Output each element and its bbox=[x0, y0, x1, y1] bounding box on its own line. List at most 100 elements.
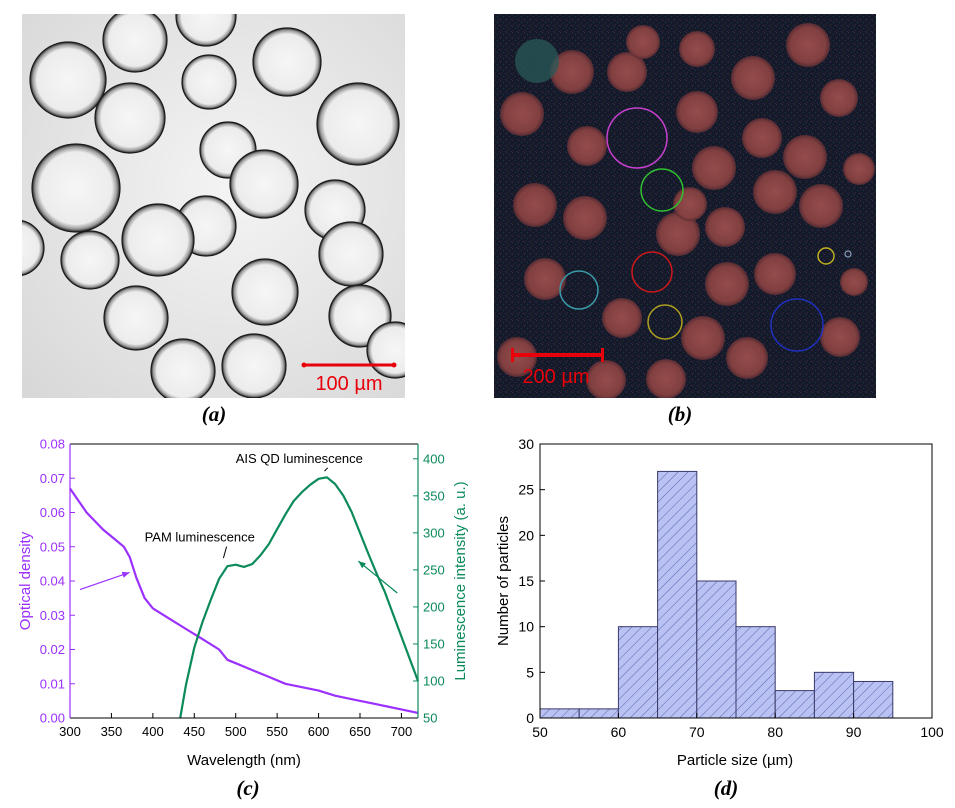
spectra-y2-tick-label: 400 bbox=[423, 451, 445, 466]
fluorescent-microsphere bbox=[646, 359, 686, 399]
spectra-y2-tick-label: 200 bbox=[423, 599, 445, 614]
spectra-annotation: PAM luminescence bbox=[145, 530, 255, 545]
spectra-y-tick-label: 0.07 bbox=[40, 471, 65, 486]
micrograph-brightfield-image: 100 µm bbox=[0, 0, 424, 404]
spectra-y2-axis-label: Luminescence intensity (a. u.) bbox=[452, 481, 469, 680]
fluorescent-microsphere bbox=[820, 79, 858, 117]
fluorescent-microsphere bbox=[731, 56, 775, 100]
fluorescent-microsphere bbox=[607, 52, 647, 92]
histogram-bar bbox=[813, 671, 855, 719]
spectra-y-tick-label: 0.01 bbox=[40, 676, 65, 691]
histogram-x-axis-label: Particle size (µm) bbox=[677, 752, 793, 769]
histogram-y-tick-label: 15 bbox=[518, 573, 534, 589]
axis-indicator-arrow bbox=[357, 560, 398, 594]
fluorescent-microsphere bbox=[567, 126, 607, 166]
spectra-y-tick-label: 0.05 bbox=[40, 539, 65, 554]
spectra-y2-tick-label: 100 bbox=[423, 673, 445, 688]
fluorescent-microsphere bbox=[705, 207, 745, 247]
spectra-y2-tick-label: 350 bbox=[423, 488, 445, 503]
caption-b: (b) bbox=[667, 402, 693, 426]
spectra-y-tick-label: 0.08 bbox=[40, 437, 65, 452]
spectra-y-axis-label: Optical density bbox=[17, 531, 34, 630]
spectra-y-tick-label: 0.06 bbox=[40, 505, 65, 520]
size-histogram: 50 60 70 80 90 100 0 5 10 15 20 25 30 Particle size… bbox=[495, 436, 944, 769]
fluorescent-microsphere bbox=[563, 196, 607, 240]
histogram-bar bbox=[774, 690, 815, 719]
fluorescent-microsphere bbox=[753, 170, 797, 214]
microsphere bbox=[102, 7, 168, 73]
micrograph-fluorescence: 200 µm bbox=[494, 14, 876, 400]
spectra-y2-tick-label: 250 bbox=[423, 562, 445, 577]
scale-bar-b bbox=[511, 353, 604, 357]
microsphere bbox=[221, 333, 287, 399]
spectra-y-tick-label: 0.00 bbox=[40, 711, 65, 726]
fluorescent-microsphere bbox=[840, 268, 868, 296]
fluorescent-microsphere bbox=[726, 337, 768, 379]
spectra-x-tick-label: 300 bbox=[59, 724, 81, 739]
fluorescent-microsphere bbox=[515, 39, 559, 83]
microsphere bbox=[318, 221, 384, 287]
microsphere bbox=[60, 230, 120, 290]
fluorescent-microsphere bbox=[820, 317, 860, 357]
fluorescent-microsphere bbox=[602, 298, 642, 338]
spectra-y2-tick-label: 150 bbox=[423, 636, 445, 651]
fluorescent-microsphere bbox=[500, 92, 544, 136]
axis-indicator-arrowhead bbox=[358, 561, 367, 569]
fluorescent-microsphere bbox=[692, 146, 736, 190]
microsphere bbox=[181, 54, 237, 110]
histogram-bar bbox=[696, 580, 737, 719]
histogram-x-tick-label: 80 bbox=[767, 724, 783, 740]
fluorescent-microsphere bbox=[783, 135, 827, 179]
fluorescent-microsphere bbox=[843, 153, 875, 185]
axis-indicator-arrow bbox=[79, 571, 130, 591]
fluorescent-microsphere bbox=[550, 50, 594, 94]
histogram-y-tick-label: 5 bbox=[526, 664, 534, 680]
histogram-x-tick-label: 90 bbox=[846, 724, 862, 740]
histogram-x-tick-label: 50 bbox=[532, 724, 548, 740]
micrograph-fluorescence-image: 200 µm bbox=[494, 14, 876, 400]
spectra-x-tick-label: 500 bbox=[225, 724, 247, 739]
histogram-frame bbox=[539, 443, 933, 719]
microsphere bbox=[231, 258, 299, 326]
spectra-y-tick-label: 0.03 bbox=[40, 608, 65, 623]
fluorescent-microsphere bbox=[513, 183, 557, 227]
spectra-y2-tick-label: 50 bbox=[423, 711, 437, 726]
histogram-x-tick-label: 100 bbox=[920, 724, 944, 740]
fluorescent-microsphere bbox=[705, 262, 749, 306]
histogram-bar bbox=[539, 708, 580, 719]
fluorescent-microsphere bbox=[786, 23, 830, 67]
spectra-x-tick-label: 550 bbox=[266, 724, 288, 739]
spectra-x-tick-label: 350 bbox=[101, 724, 123, 739]
microsphere bbox=[229, 149, 299, 219]
histogram-x-tick-label: 70 bbox=[689, 724, 705, 740]
microsphere bbox=[121, 203, 195, 277]
fluorescent-microsphere bbox=[676, 91, 718, 133]
spectra-y-tick-label: 0.04 bbox=[40, 574, 65, 589]
spectra-x-tick-label: 450 bbox=[183, 724, 205, 739]
histogram-x-tick-label: 60 bbox=[611, 724, 627, 740]
histogram-y-tick-label: 30 bbox=[518, 436, 534, 452]
spectra-x-tick-label: 700 bbox=[391, 724, 413, 739]
spectra-x-tick-label: 600 bbox=[308, 724, 330, 739]
spectra-x-tick-label: 400 bbox=[142, 724, 164, 739]
microsphere bbox=[29, 41, 107, 119]
spectra-x-axis-label: Wavelength (nm) bbox=[187, 752, 301, 769]
histogram-bar bbox=[578, 708, 619, 719]
spectra-annotation-pointer bbox=[324, 467, 329, 472]
spectra-y2-tick-label: 300 bbox=[423, 525, 445, 540]
histogram-y-axis-label: Number of particles bbox=[495, 516, 512, 646]
spectra-x-tick-label: 650 bbox=[349, 724, 371, 739]
spectra-annotation-pointer bbox=[222, 546, 228, 559]
fluorescent-microsphere bbox=[681, 316, 725, 360]
caption-c: (c) bbox=[236, 776, 260, 800]
histogram-bar bbox=[735, 626, 776, 719]
microsphere bbox=[94, 82, 166, 154]
fluorescent-microsphere bbox=[799, 184, 843, 228]
caption-a: (a) bbox=[201, 402, 227, 426]
spectra-annotation: AIS QD luminescence bbox=[236, 451, 363, 466]
histogram-y-tick-label: 25 bbox=[518, 482, 534, 498]
spectra-chart: 300 350 400 450 500 550 600 650 700 0.00 0.01 0.02… bbox=[17, 437, 469, 770]
axis-indicator-arrowhead bbox=[121, 571, 130, 578]
fluorescent-microsphere bbox=[586, 360, 626, 400]
microsphere bbox=[252, 27, 322, 97]
